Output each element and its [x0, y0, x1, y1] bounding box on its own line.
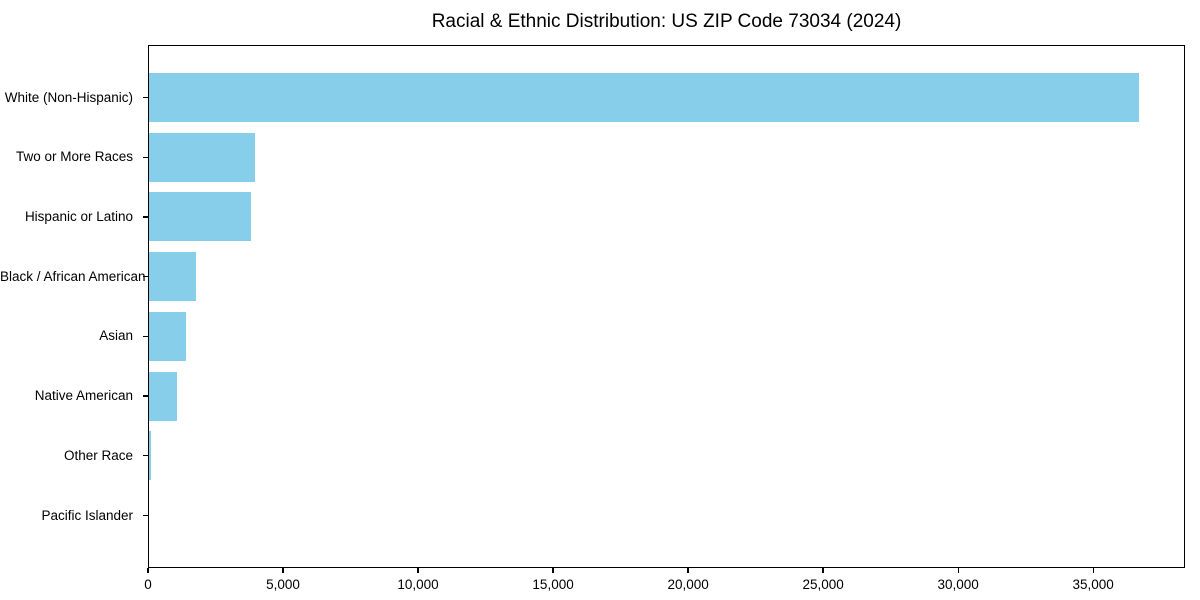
bar-hispanic-or-latino — [149, 192, 251, 242]
y-tick-label: Hispanic or Latino — [24, 208, 133, 224]
y-tick-label: Other Race — [63, 447, 133, 463]
bar-white-non-hispanic — [149, 73, 1140, 122]
bar-black-african-american — [149, 252, 197, 302]
y-tick-mark — [143, 96, 148, 99]
x-tick-mark — [822, 568, 824, 573]
y-tick-mark — [143, 455, 148, 457]
x-tick-mark — [552, 568, 554, 573]
x-tick-mark — [687, 568, 689, 573]
x-tick-label: 25,000 — [802, 577, 844, 592]
bar-asian — [149, 311, 186, 361]
x-tick-mark — [957, 568, 959, 573]
y-tick-mark — [143, 156, 148, 158]
y-tick-label: Pacific Islander — [41, 507, 133, 523]
chart-title: Racial & Ethnic Distribution: US ZIP Cod… — [431, 11, 902, 32]
x-tick-label: 0 — [144, 577, 152, 592]
x-tick-mark — [282, 568, 284, 573]
y-tick-label: Native American — [34, 388, 133, 404]
y-tick-label: Asian — [99, 328, 133, 344]
y-tick-mark — [143, 335, 148, 337]
y-tick-label: White (Non-Hispanic) — [4, 89, 133, 105]
plot-frame — [148, 45, 1185, 568]
y-tick-mark — [143, 514, 148, 517]
x-tick-label: 10,000 — [397, 577, 439, 592]
x-tick-label: 30,000 — [937, 577, 979, 592]
x-tick-label: 5,000 — [266, 577, 300, 592]
y-tick-mark — [143, 395, 148, 397]
y-tick-label: Black / African American — [0, 268, 146, 284]
x-tick-label: 20,000 — [667, 577, 709, 592]
y-tick-label: Two or More Races — [15, 149, 133, 165]
bar-native-american — [149, 371, 178, 421]
x-tick-label: 15,000 — [532, 577, 574, 592]
bar-two-or-more-races — [149, 132, 255, 182]
x-tick-mark — [147, 568, 149, 573]
bar-other-race — [149, 431, 151, 481]
x-tick-mark — [1092, 568, 1094, 573]
x-tick-label: 35,000 — [1072, 577, 1114, 592]
y-tick-mark — [143, 275, 148, 278]
x-tick-mark — [417, 568, 419, 573]
y-tick-mark — [143, 216, 148, 218]
